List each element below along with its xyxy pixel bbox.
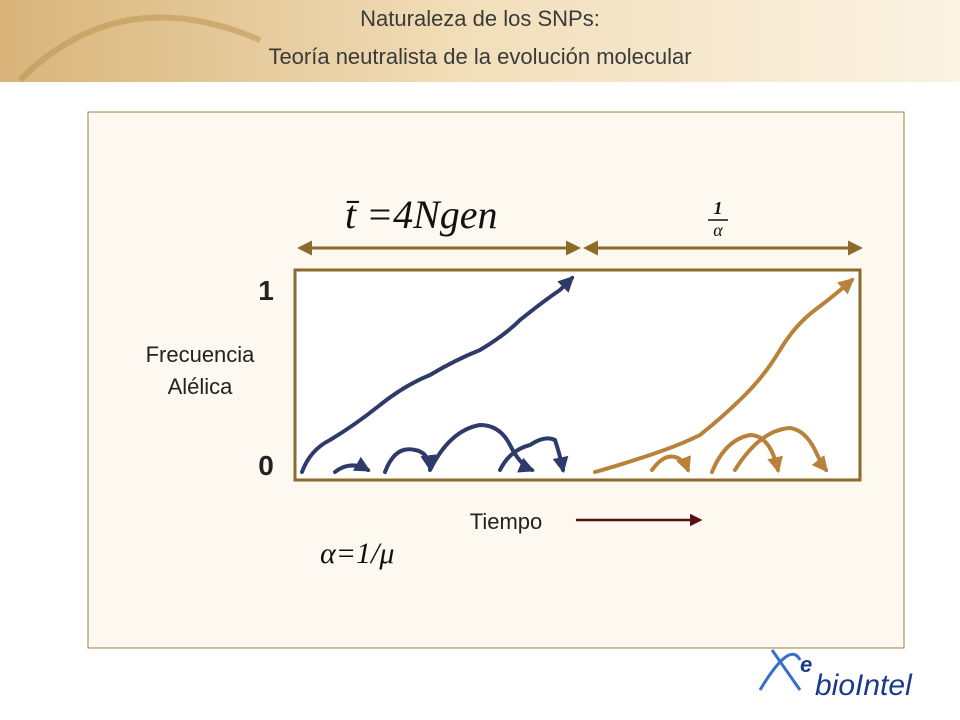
trajectory (300, 275, 575, 474)
plot-box (293, 268, 862, 482)
y-label: Alélica (168, 374, 234, 399)
formula-rate: α=1/μ (320, 537, 394, 570)
fraction-numerator: 1 (714, 198, 723, 218)
trajectory (428, 422, 535, 473)
trajectory (710, 432, 783, 474)
blue-trajectories (300, 275, 575, 474)
trajectory (733, 425, 828, 473)
orange-trajectories (593, 277, 855, 474)
trajectory (333, 456, 371, 474)
logo-prefix: e (800, 652, 812, 677)
x-label: Tiempo (470, 509, 543, 534)
title-line: Teoría neutralista de la evolución molec… (268, 44, 691, 69)
y-label: Frecuencia (146, 342, 256, 367)
logo-name: bioIntel (815, 669, 913, 702)
logo-icon (758, 649, 802, 691)
header-decoration (17, 14, 262, 83)
formula-fixation: t̄ =4Ngen (345, 192, 498, 237)
trajectory (650, 454, 691, 473)
header-band (0, 0, 960, 82)
fraction-denominator: α (713, 220, 723, 240)
y-bottom-label: 0 (258, 450, 274, 481)
title-line: Naturaleza de los SNPs: (360, 6, 600, 31)
trajectory (498, 436, 569, 474)
y-top-label: 1 (258, 275, 274, 306)
logo: e bioIntel (758, 649, 913, 702)
trajectory (383, 447, 437, 474)
trajectory (593, 277, 855, 474)
